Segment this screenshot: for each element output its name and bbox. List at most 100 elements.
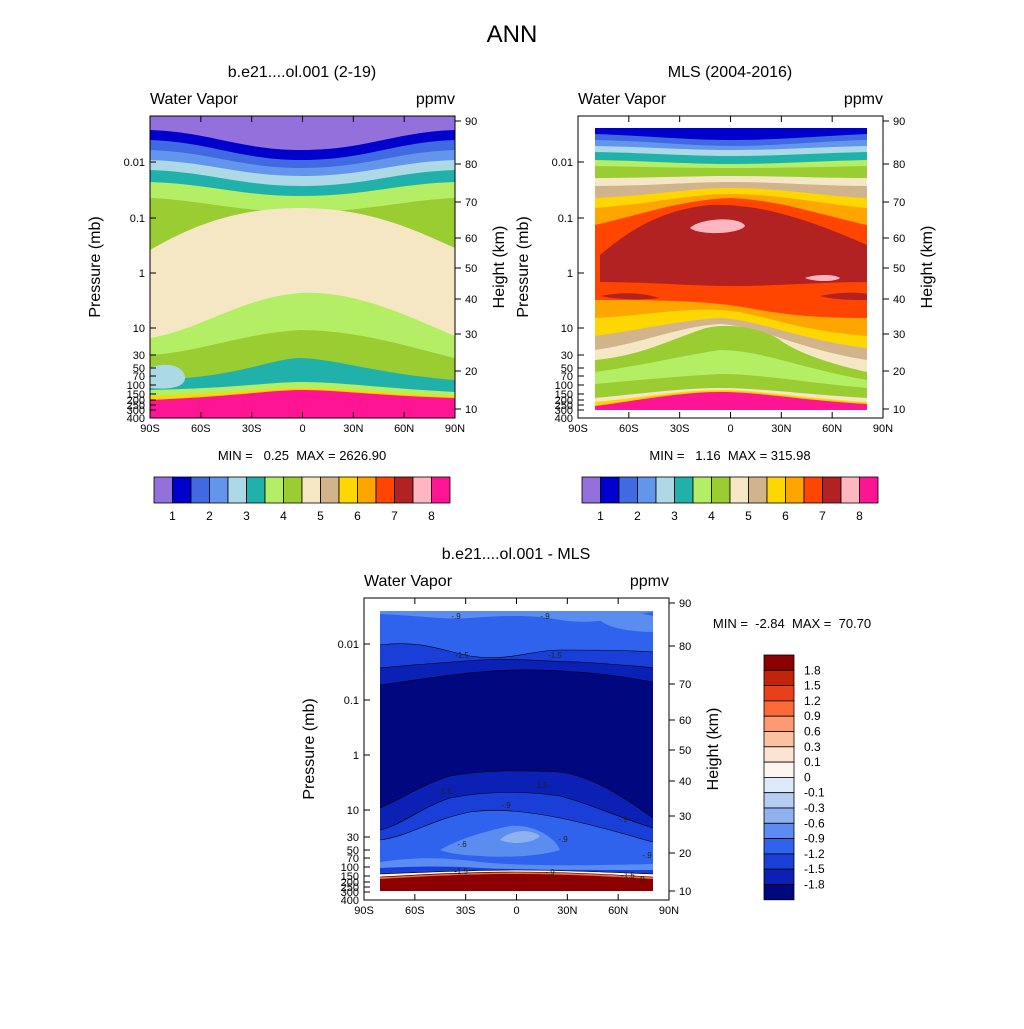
contour-label: -.9: [642, 851, 652, 860]
contour-label: -.9: [545, 868, 555, 877]
y-tick-label: 0.01: [124, 157, 145, 169]
y-tick-label: 70: [133, 371, 145, 383]
colorbar-label: 3: [671, 509, 678, 523]
y-tick-label: 30: [133, 350, 145, 362]
y-tick-label: 0.01: [338, 639, 359, 651]
colorbar-label: 4: [708, 509, 715, 523]
colorbar-label: 4: [280, 509, 287, 523]
contour-label: -.9: [635, 875, 645, 884]
colorbar-label: 1.5: [804, 679, 821, 693]
colorbar-box: [766, 476, 786, 504]
x-tick-label: 90S: [354, 905, 374, 917]
colorbar-box: [763, 868, 795, 885]
y-tick-label: 150: [127, 389, 145, 401]
x-tick-label: 30N: [557, 905, 577, 917]
colorbar-box: [618, 476, 638, 504]
colorbar-box: [338, 476, 358, 504]
colorbar-box: [320, 476, 340, 504]
y2-tick-label: 70: [465, 197, 477, 209]
colorbar-label: -1.2: [804, 847, 825, 861]
colorbar-box: [859, 476, 879, 504]
colorbar-box: [763, 715, 795, 732]
y2-tick-label: 60: [465, 233, 477, 245]
colorbar-box: [822, 476, 842, 504]
colorbar-box: [264, 476, 284, 504]
colorbar-box: [803, 476, 823, 504]
colorbar-box: [763, 838, 795, 855]
y2-tick-label: 10: [465, 404, 477, 416]
colorbar-box: [153, 476, 173, 504]
y2-axis-label: Height (km): [491, 226, 508, 309]
y2-tick-label: 90: [679, 598, 691, 610]
colorbar-label: 8: [856, 509, 863, 523]
colorbar-box: [763, 685, 795, 702]
contour-label: -.9: [501, 801, 511, 810]
y-tick-label: 200: [341, 877, 359, 889]
colorbar-box: [600, 476, 620, 504]
y2-tick-label: 50: [893, 263, 905, 275]
y2-tick-label: 40: [679, 776, 691, 788]
y-tick-label: 0.1: [558, 213, 573, 225]
y-tick-label: 100: [341, 862, 359, 874]
y-tick-label: 10: [347, 805, 359, 817]
panel-observations: MLS (2004-2016) Water Vapor ppmv: [515, 64, 936, 523]
x-tick-label: 30S: [456, 905, 476, 917]
y-tick-label: 1: [567, 268, 573, 280]
contour-band: [820, 292, 867, 300]
colorbar: 1.81.51.20.90.60.30.10-0.1-0.3-0.6-0.9-1…: [763, 654, 825, 901]
x-tick-label: 30S: [242, 423, 262, 435]
y-tick-label: 1: [139, 268, 145, 280]
y-tick-label: 250: [127, 400, 145, 412]
colorbar-label: -0.1: [804, 786, 825, 800]
contour-label: -.9: [558, 835, 568, 844]
y2-tick-label: 20: [893, 366, 905, 378]
x-tick-label: 90S: [140, 423, 160, 435]
y2-tick-label: 30: [893, 329, 905, 341]
min-max-stats: MIN = -2.84 MAX = 70.70: [713, 616, 871, 631]
colorbar-box: [729, 476, 749, 504]
panel-title: b.e21....ol.001 (2-19): [228, 64, 377, 81]
panel-model: b.e21....ol.001 (2-19) Water Vapor ppmv …: [87, 64, 508, 523]
colorbar-box: [301, 476, 321, 504]
y-axis-label: Pressure (mb): [301, 698, 318, 799]
colorbar-label: 8: [428, 509, 435, 523]
y2-tick-label: 70: [893, 197, 905, 209]
y-tick-label: 30: [347, 832, 359, 844]
colorbar-label: 0: [804, 770, 811, 784]
contour-band: [500, 831, 540, 843]
y2-tick-label: 60: [679, 715, 691, 727]
y-tick-label: 10: [561, 323, 573, 335]
y2-axis-label: Height (km): [919, 226, 936, 309]
x-tick-label: 30N: [771, 423, 791, 435]
y-tick-label: 200: [127, 395, 145, 407]
x-tick-label: 0: [727, 423, 733, 435]
y2-tick-label: 40: [465, 294, 477, 306]
y2-tick-label: 10: [893, 404, 905, 416]
x-tick-label: 30S: [670, 423, 690, 435]
min-max-stats: MIN = 0.25 MAX = 2626.90: [218, 448, 386, 463]
colorbar-box: [209, 476, 229, 504]
contour-band: [690, 219, 745, 234]
y2-tick-label: 70: [679, 679, 691, 691]
y-tick-label: 50: [347, 845, 359, 857]
y-tick-label: 0.1: [130, 213, 145, 225]
colorbar-label: -1.8: [804, 878, 825, 892]
y2-tick-label: 40: [893, 294, 905, 306]
x-tick-label: 60S: [405, 905, 425, 917]
y2-tick-label: 30: [465, 329, 477, 341]
contour-label: -1.5: [548, 651, 562, 660]
colorbar-box: [763, 822, 795, 839]
colorbar-box: [283, 476, 303, 504]
colorbar-box: [357, 476, 377, 504]
contour-label: -.9: [618, 815, 628, 824]
colorbar-label: 7: [819, 509, 826, 523]
colorbar-box: [394, 476, 414, 504]
colorbar-label: -1.5: [804, 862, 825, 876]
colorbar-label: 0.6: [804, 725, 821, 739]
colorbar-box: [190, 476, 210, 504]
colorbar-label: 3: [243, 509, 250, 523]
colorbar-box: [375, 476, 395, 504]
x-tick-label: 60N: [394, 423, 414, 435]
colorbar-box: [431, 476, 451, 504]
colorbar-label: 0.9: [804, 709, 821, 723]
